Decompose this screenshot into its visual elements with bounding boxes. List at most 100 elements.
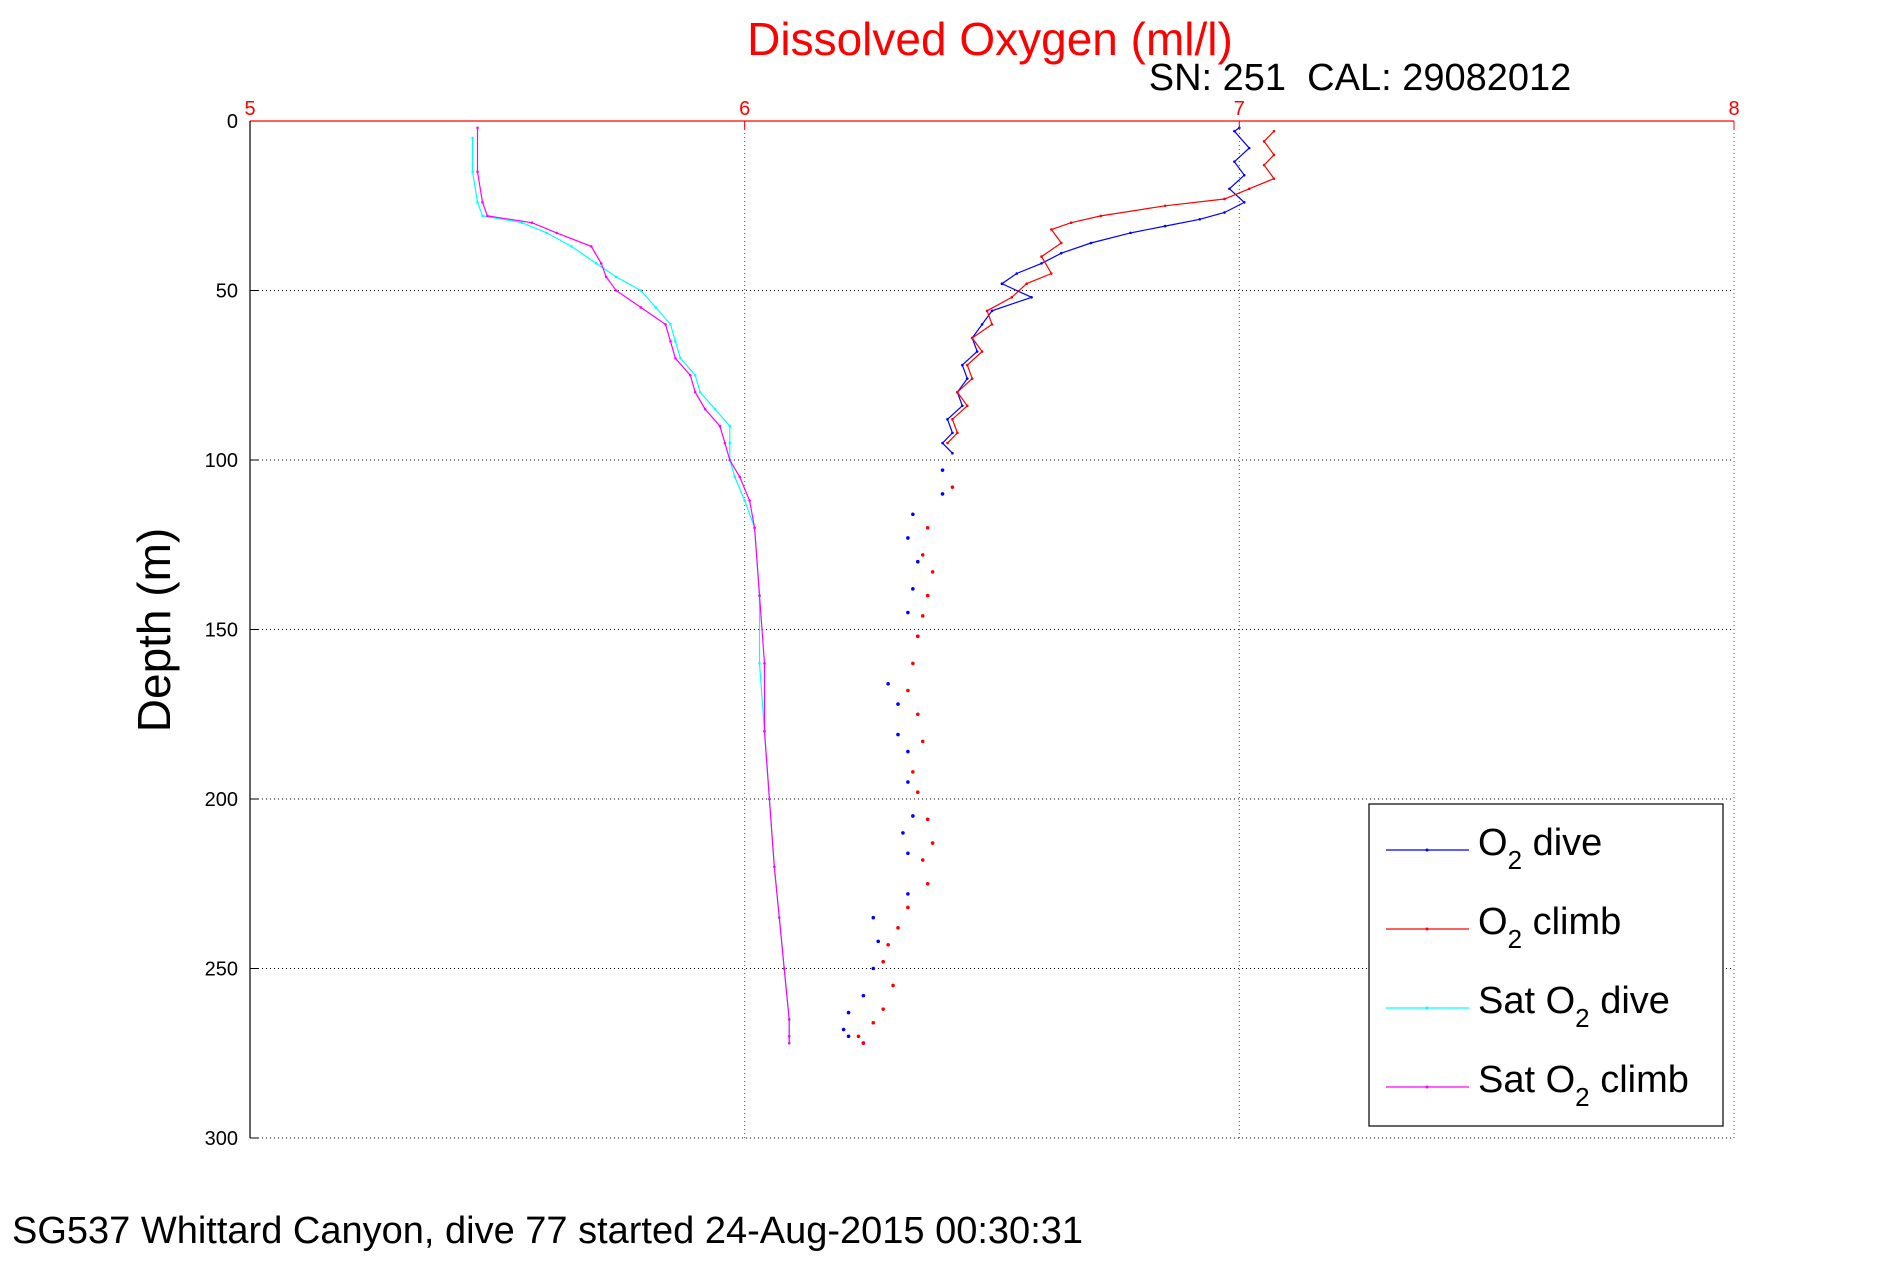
data-point	[970, 336, 974, 340]
y-tick-label: 200	[205, 789, 238, 811]
data-point	[1129, 231, 1132, 235]
data-point	[639, 306, 643, 309]
data-point	[871, 1020, 876, 1025]
data-point	[669, 340, 672, 343]
data-point	[906, 610, 910, 615]
data-point	[1050, 228, 1053, 231]
data-point	[871, 966, 876, 971]
data-point	[990, 323, 994, 326]
data-point	[713, 407, 717, 411]
data-point	[911, 814, 915, 818]
data-point	[763, 662, 766, 665]
data-point	[846, 1034, 851, 1039]
data-point	[594, 262, 598, 265]
data-point	[773, 865, 776, 869]
data-point	[886, 681, 890, 686]
data-point	[911, 512, 915, 517]
data-point	[1247, 146, 1251, 150]
data-point	[748, 499, 751, 502]
x-tick-label: 7	[1234, 98, 1245, 120]
data-point	[604, 275, 608, 279]
data-point	[975, 350, 979, 353]
data-point	[758, 594, 761, 597]
data-point	[946, 441, 949, 445]
data-point	[481, 201, 484, 204]
data-point	[1272, 177, 1276, 180]
data-point	[961, 404, 964, 408]
series-line	[476, 127, 790, 1044]
data-point	[693, 390, 697, 394]
data-point	[896, 702, 900, 706]
data-point	[861, 993, 866, 998]
data-point	[951, 451, 954, 455]
data-point	[693, 373, 697, 377]
data-point	[1040, 255, 1043, 258]
data-point	[841, 1027, 846, 1032]
data-point	[956, 390, 959, 394]
legend: O2 dive O2 climb Sat O2 dive Sat O2 climb	[1368, 803, 1724, 1127]
data-point	[570, 245, 573, 248]
data-point	[891, 983, 895, 988]
data-point	[787, 1018, 791, 1021]
data-point	[476, 201, 479, 204]
series-line	[947, 130, 1275, 444]
data-point	[471, 170, 474, 174]
data-point	[738, 475, 742, 479]
legend-entry-label: O2 climb	[1478, 901, 1621, 954]
data-point	[545, 231, 549, 235]
data-point	[476, 170, 479, 174]
data-point	[728, 424, 732, 428]
data-point	[906, 688, 910, 693]
data-point	[920, 739, 925, 744]
data-point	[1242, 173, 1246, 177]
instrument-label: SN: 251 CAL: 29082012	[1149, 57, 1572, 99]
data-point	[530, 221, 534, 224]
data-point	[911, 661, 915, 666]
data-point	[481, 214, 484, 218]
data-point	[1089, 241, 1093, 245]
data-point	[906, 851, 910, 856]
data-point	[688, 373, 692, 377]
data-point	[1223, 197, 1226, 201]
data-point	[743, 499, 746, 502]
legend-box	[1368, 803, 1724, 1127]
data-point	[782, 967, 786, 970]
data-point	[654, 306, 657, 309]
series-3	[856, 485, 955, 1045]
data-point	[1233, 160, 1236, 163]
data-point	[990, 309, 994, 313]
data-point	[951, 431, 954, 435]
data-point	[787, 1041, 791, 1045]
data-point	[679, 357, 682, 360]
data-point	[941, 441, 944, 445]
data-point	[871, 915, 876, 920]
data-point	[985, 309, 989, 313]
data-point	[1040, 262, 1043, 265]
data-point	[925, 526, 930, 530]
data-point	[590, 245, 593, 248]
data-point	[1059, 251, 1063, 255]
data-point	[1050, 272, 1053, 275]
data-point	[930, 570, 935, 574]
y-tick-label: 50	[216, 281, 238, 303]
data-point	[940, 468, 945, 472]
series-0	[941, 126, 1251, 455]
data-point	[881, 959, 885, 964]
data-point	[674, 357, 677, 360]
x-tick-label: 8	[1728, 98, 1739, 120]
legend-swatch-marker	[1425, 848, 1429, 852]
data-point	[753, 526, 756, 530]
data-point	[951, 418, 954, 421]
tick-labels: 5 6 7 8 0 50 100 150 200 250 300	[205, 98, 1740, 1150]
data-point	[896, 926, 900, 930]
data-point	[911, 587, 915, 591]
data-point	[1030, 295, 1033, 299]
data-point	[916, 634, 920, 639]
data-point	[476, 126, 479, 130]
x-tick-label: 6	[739, 98, 750, 120]
data-point	[906, 536, 910, 540]
legend-entry-label: Sat O2 climb	[1478, 1059, 1689, 1112]
data-point	[639, 289, 643, 292]
data-point	[980, 350, 984, 353]
data-point	[1163, 224, 1167, 228]
